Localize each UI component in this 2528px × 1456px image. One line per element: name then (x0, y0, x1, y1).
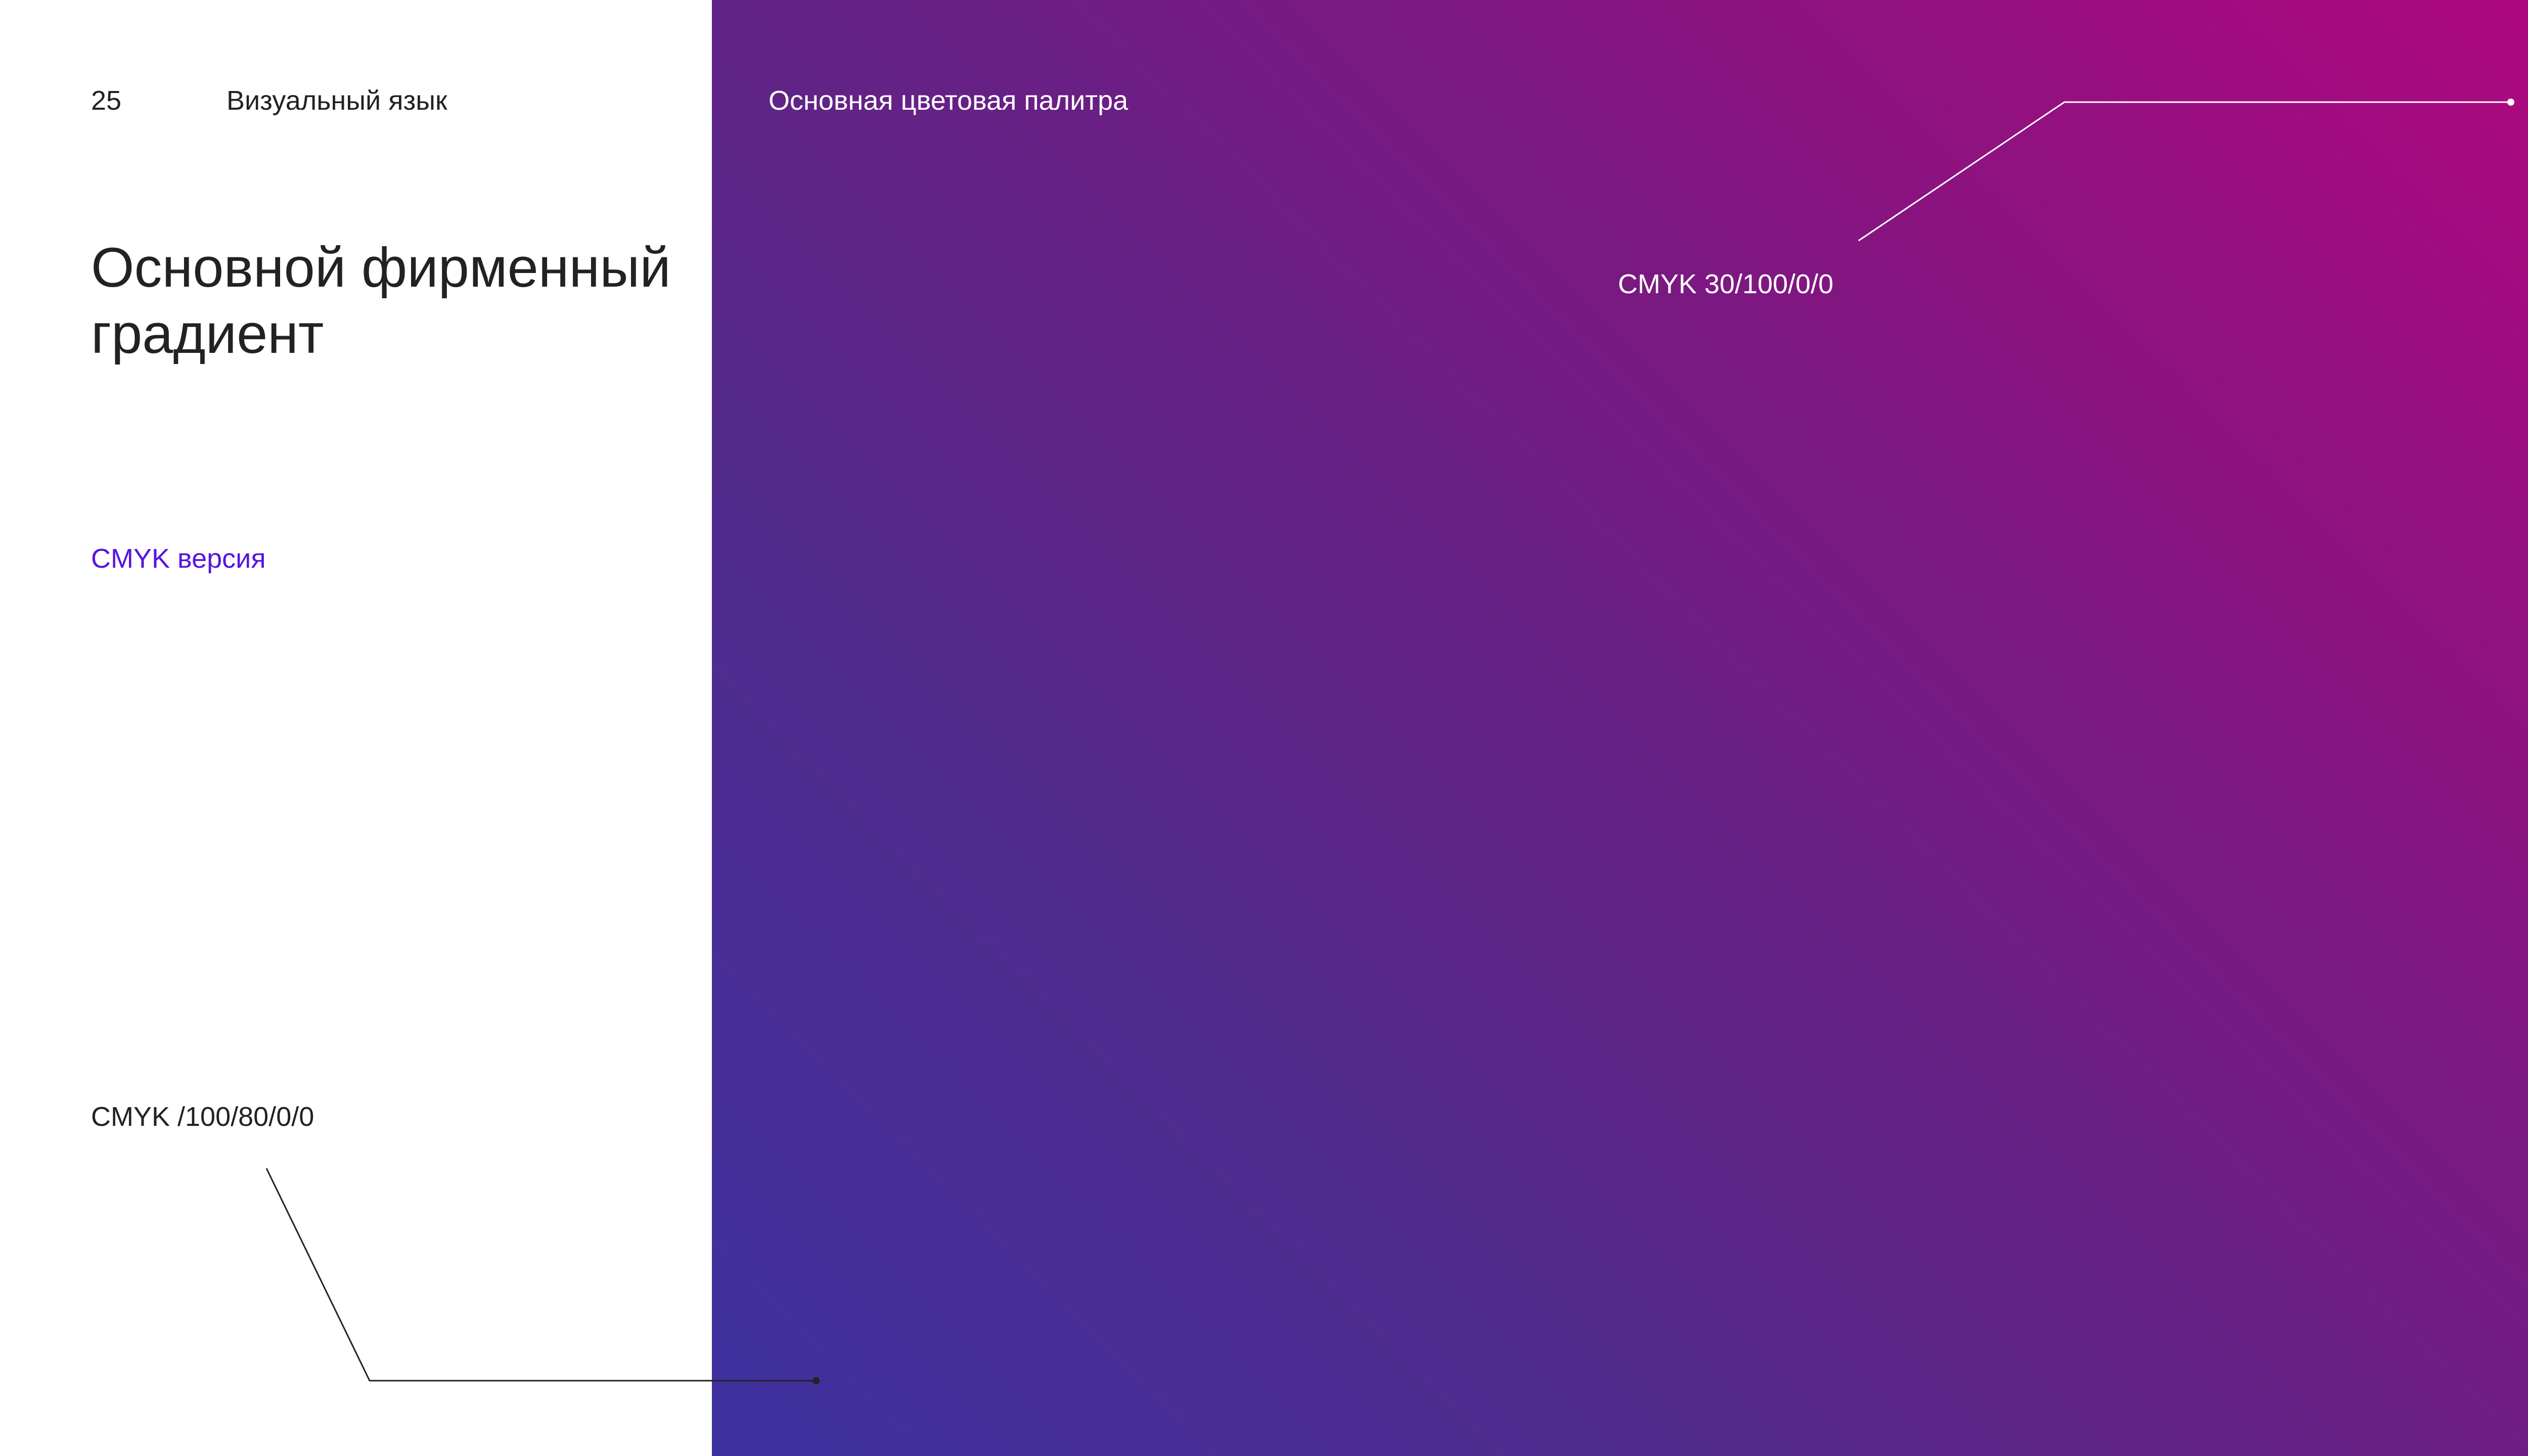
page-number: 25 (91, 85, 122, 116)
section-name: Визуальный язык (227, 85, 447, 116)
brand-gradient-swatch (712, 0, 2528, 1456)
gradient-end-cmyk-label: CMYK 30/100/0/0 (1618, 269, 1834, 299)
palette-title: Основная цветовая палитра (769, 85, 1128, 116)
gradient-start-cmyk-label: CMYK /100/80/0/0 (91, 1102, 314, 1132)
left-panel (0, 0, 712, 1456)
page-title: Основной фирменный градиент (91, 237, 671, 365)
version-label: CMYK версия (91, 543, 266, 574)
